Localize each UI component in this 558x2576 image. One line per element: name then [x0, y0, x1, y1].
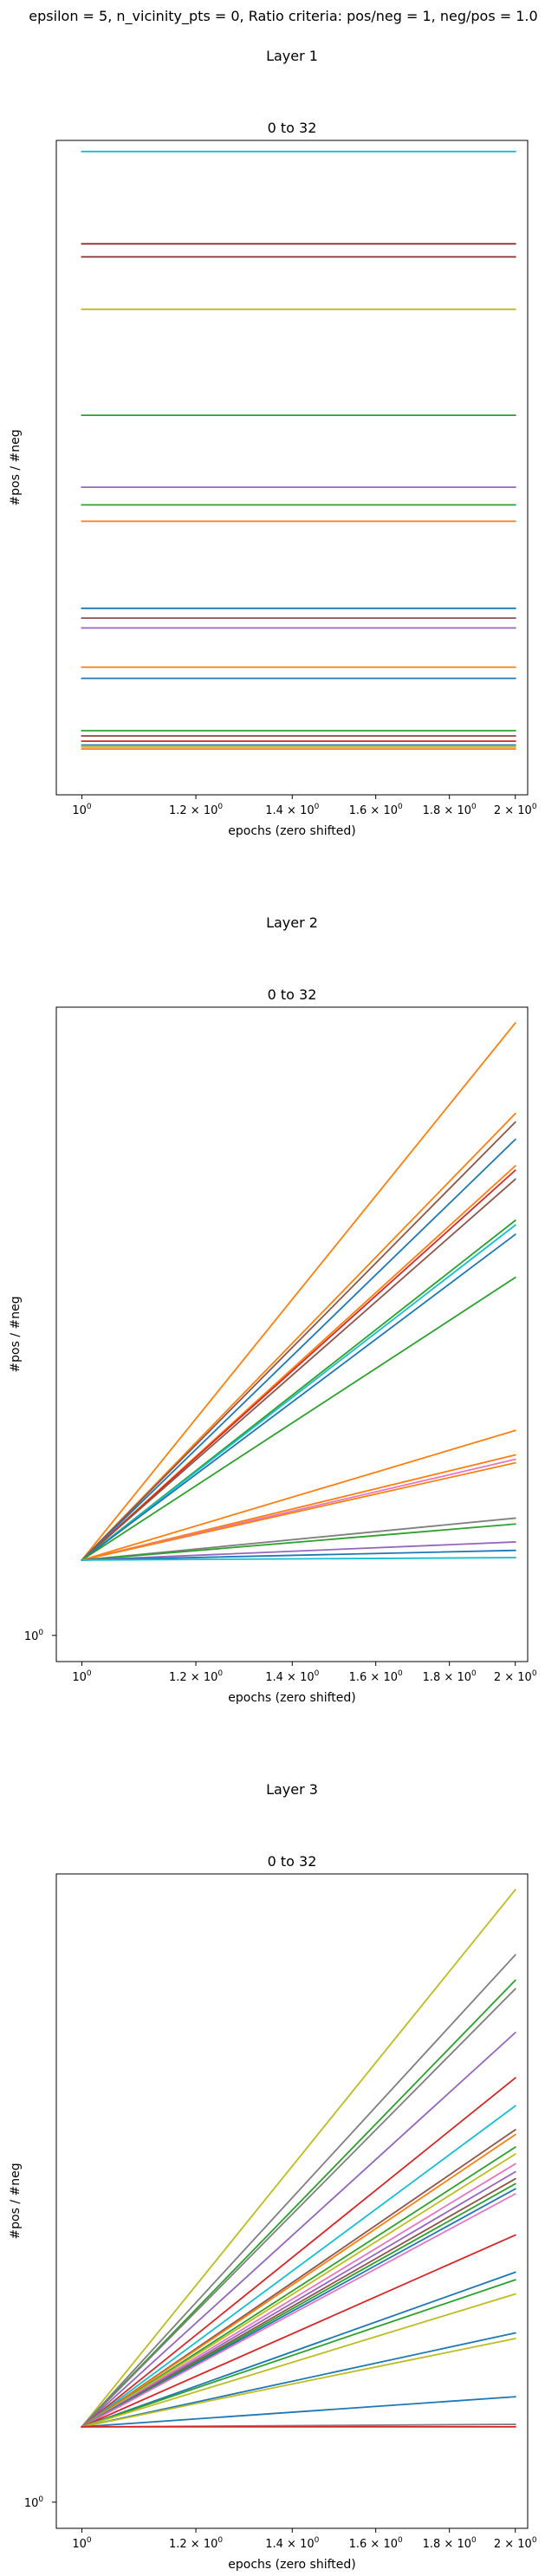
series-line-3	[81, 1121, 516, 1562]
series-line-10	[81, 1233, 516, 1562]
axes-frame	[55, 140, 529, 796]
series-line-23	[81, 2338, 516, 2428]
x-axis-label: epochs (zero shifted)	[228, 824, 355, 838]
chart-title: 0 to 32	[268, 120, 317, 136]
x-tick-label: 1.8 × 100	[423, 2536, 477, 2551]
series-line-11	[81, 1276, 516, 1562]
series-line-13	[81, 2170, 516, 2429]
x-tick-label: 1.4 × 100	[265, 2536, 319, 2551]
x-axis-label: epochs (zero shifted)	[228, 1691, 355, 1705]
chart-panel-2: Layer 2 0 to 32 100 1.2 × 100 1.4 × 100 1.6 ×…	[9, 914, 537, 1705]
series-line-9	[81, 2133, 516, 2429]
layer-heading: Layer 1	[266, 48, 318, 64]
series-line-1	[81, 1888, 516, 2429]
series-line-9	[81, 1224, 516, 1562]
x-tick-label: 100	[72, 803, 92, 817]
series-line-19	[81, 2271, 516, 2429]
x-tick-label: 2 × 100	[494, 2536, 537, 2551]
x-tick-label: 2 × 100	[494, 803, 537, 817]
series-line-16	[81, 1517, 516, 1561]
series-line-7	[81, 2104, 516, 2429]
x-tick-label: 100	[72, 2536, 92, 2551]
y-tick-label: 100	[24, 1629, 44, 1643]
series-line-10	[81, 2146, 516, 2429]
x-tick-label: 1.6 × 100	[349, 2536, 403, 2551]
figure-suptitle: epsilon = 5, n_vicinity_pts = 0, Ratio c…	[29, 8, 537, 25]
series-line-21	[81, 2293, 516, 2429]
series-line-12	[81, 2163, 516, 2429]
y-axis-label: #pos / #neg	[9, 429, 23, 505]
series-line-18	[81, 2234, 516, 2429]
series-line-17	[81, 2192, 516, 2429]
axes-frame	[55, 1006, 529, 1662]
series-line-6	[81, 1168, 516, 1562]
series-line-2	[81, 1954, 516, 2429]
y-tick-label: 100	[24, 2495, 44, 2510]
x-tick-label: 1.2 × 100	[169, 803, 223, 817]
x-tick-label: 1.4 × 100	[265, 1669, 319, 1684]
series-line-5	[81, 2031, 516, 2429]
chart-title: 0 to 32	[268, 986, 317, 1003]
series-line-12	[81, 1429, 516, 1562]
layer-heading: Layer 2	[266, 914, 318, 931]
series-line-2	[81, 1112, 516, 1562]
x-tick-label: 2 × 100	[494, 1669, 537, 1684]
x-tick-label: 1.6 × 100	[349, 1669, 403, 1684]
series-line-19	[81, 1549, 516, 1561]
layer-heading: Layer 3	[266, 1781, 318, 1798]
series-line-6	[81, 2077, 516, 2429]
x-tick-label: 1.4 × 100	[265, 803, 319, 817]
x-tick-label: 1.8 × 100	[423, 1669, 477, 1684]
series-line-1	[81, 1021, 516, 1562]
axes-frame	[55, 1873, 529, 2529]
series-line-7	[81, 1178, 516, 1562]
series-line-20	[81, 1557, 516, 1561]
y-axis-label: #pos / #neg	[9, 2163, 23, 2239]
series-line-20	[81, 2279, 516, 2429]
series-line-4	[81, 1138, 516, 1562]
x-tick-label: 100	[72, 1669, 92, 1684]
series-line-22	[81, 2332, 516, 2428]
y-axis-label: #pos / #neg	[9, 1296, 23, 1372]
x-tick-label: 1.2 × 100	[169, 1669, 223, 1684]
x-axis-label: epochs (zero shifted)	[228, 2558, 355, 2572]
series-line-3	[81, 1979, 516, 2429]
series-line-4	[81, 1987, 516, 2429]
series-line-18	[81, 1541, 516, 1561]
series-line-17	[81, 1523, 516, 1561]
series-line-24	[81, 2396, 516, 2428]
chart-panel-3: Layer 3 0 to 32 100 1.2 × 100 1.4 × 100 1.6 ×…	[9, 1781, 537, 2572]
series-line-11	[81, 2152, 516, 2429]
x-tick-label: 1.2 × 100	[169, 2536, 223, 2551]
x-tick-label: 1.8 × 100	[423, 803, 477, 817]
chart-panel-1: Layer 1 0 to 32 100 1.2 × 100 1.4 × 100 1.6 ×…	[9, 48, 537, 838]
x-tick-label: 1.6 × 100	[349, 803, 403, 817]
series-line-15	[81, 1461, 516, 1561]
chart-title: 0 to 32	[268, 1853, 317, 1870]
